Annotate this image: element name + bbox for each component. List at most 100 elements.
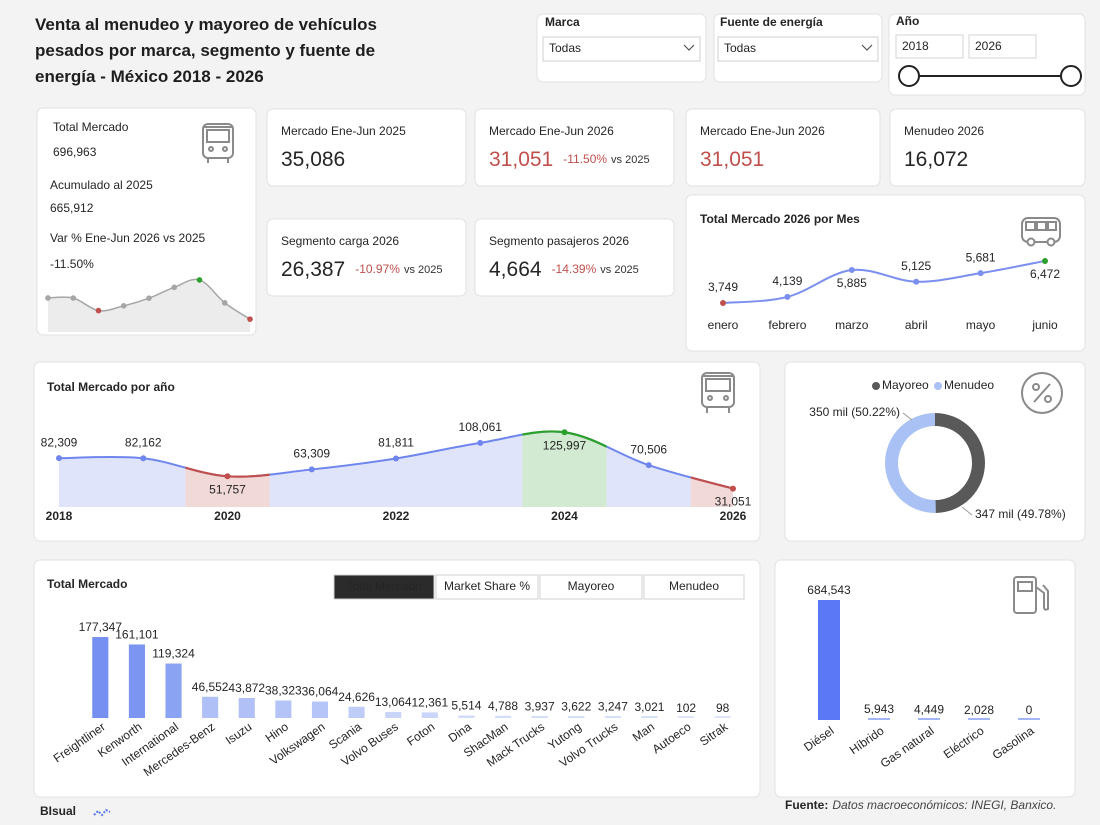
sparkline-point <box>120 303 127 309</box>
point <box>645 462 652 469</box>
data-label: 125,997 <box>543 438 587 452</box>
kpi-line: 4,664 -14.39% vs 2025 <box>489 258 639 281</box>
card <box>266 218 467 297</box>
legend-swatch <box>934 382 942 390</box>
data-label: 13,064 <box>375 695 412 709</box>
x-tick-label: 2018 <box>46 509 73 523</box>
data-label: 82,309 <box>41 435 78 449</box>
dropdown[interactable]: Todas <box>717 36 879 62</box>
tab-label[interactable]: Menudeo <box>669 579 719 593</box>
data-label: 43,872 <box>228 681 265 695</box>
bar <box>458 715 475 718</box>
kpi-value: 31,051 <box>700 148 764 171</box>
kpi-value: 4,664 <box>489 258 542 281</box>
dropdown[interactable]: Todas <box>542 36 701 62</box>
tab-label[interactable]: Total Mercado <box>346 579 422 593</box>
card <box>685 194 1086 352</box>
card <box>474 218 675 297</box>
sparkline-point <box>221 300 228 306</box>
kpi-value: 696,963 <box>53 145 97 159</box>
point <box>720 299 726 306</box>
point <box>913 278 920 285</box>
kpi-value: 26,387 <box>281 258 345 281</box>
card <box>774 559 1076 798</box>
sparkline-point <box>146 295 152 301</box>
line <box>722 259 1046 304</box>
card <box>889 108 1086 187</box>
slider-handle[interactable] <box>1060 65 1082 87</box>
data-label: 70,506 <box>630 442 667 456</box>
bus-icon <box>701 372 735 413</box>
bar <box>92 637 109 718</box>
kpi-sub-value: 665,912 <box>50 201 94 215</box>
data-label: 5,125 <box>901 259 931 273</box>
area-band <box>606 446 691 507</box>
tab[interactable] <box>333 574 435 600</box>
data-label: 36,064 <box>302 685 339 699</box>
data-label: 24,626 <box>338 690 375 704</box>
data-label: 63,309 <box>293 447 330 461</box>
point <box>393 455 399 462</box>
kpi-change: -11.50% <box>50 257 94 271</box>
point <box>308 466 315 473</box>
card <box>266 108 467 187</box>
dropdown-box[interactable] <box>717 36 879 62</box>
kpi-change-label: Var % Ene-Jun 2026 vs 2025 <box>50 231 206 245</box>
kpi-change: -14.39% <box>552 262 597 276</box>
data-label: 82,162 <box>125 435 162 449</box>
leader-line <box>961 506 973 516</box>
dropdown-box[interactable] <box>542 36 701 62</box>
point <box>1042 257 1048 264</box>
tab[interactable] <box>643 574 745 600</box>
dropdown-value: Todas <box>549 41 581 55</box>
bar <box>818 600 840 720</box>
x-tick-label: marzo <box>835 318 869 332</box>
leader-line <box>902 412 913 421</box>
slider-handle[interactable] <box>898 65 920 87</box>
year-input-value[interactable]: 2026 <box>975 39 1002 53</box>
point <box>140 455 147 462</box>
tab[interactable] <box>435 574 539 600</box>
point <box>224 473 231 480</box>
area-band <box>522 431 607 507</box>
kpi-value: 31,051 <box>489 148 553 171</box>
x-tick-label: 2020 <box>214 509 241 523</box>
content: Marca Todas Fuente de energía Todas Año 2018 2… <box>33 13 1086 818</box>
dropdown-value: Todas <box>724 41 756 55</box>
chevron <box>861 44 873 51</box>
year-input[interactable] <box>968 34 1037 59</box>
data-label: 119,324 <box>152 647 195 661</box>
year-input[interactable] <box>895 34 964 59</box>
data-label: 108,061 <box>459 420 503 434</box>
data-label: 684,543 <box>807 583 851 597</box>
icons <box>202 123 1063 614</box>
kpi-value: 35,086 <box>281 148 345 171</box>
data-label: 6,472 <box>1030 267 1060 281</box>
filter-label: Marca <box>545 15 580 29</box>
point <box>784 293 791 300</box>
data-label: 4,449 <box>914 702 944 716</box>
point <box>977 270 984 277</box>
filter-label: Fuente de energía <box>720 15 823 29</box>
chart-title: Total Mercado <box>47 577 127 591</box>
data-label: 5,681 <box>966 250 996 264</box>
year-input-value[interactable]: 2018 <box>902 39 929 53</box>
data-label: 81,811 <box>378 436 414 450</box>
tab[interactable] <box>539 574 643 600</box>
data-label: 5,885 <box>837 276 867 290</box>
area-band <box>690 477 733 507</box>
card <box>784 361 1086 542</box>
area-band <box>59 456 102 507</box>
tab-label[interactable]: Mayoreo <box>568 579 615 593</box>
x-tick-label: 2022 <box>383 509 410 523</box>
bar <box>275 700 292 718</box>
legend-swatch <box>872 382 880 390</box>
point <box>56 455 62 462</box>
data-label: 102 <box>676 701 696 715</box>
tab-label[interactable]: Market Share % <box>444 579 530 593</box>
bar <box>238 697 255 718</box>
sparkline-area <box>48 279 250 332</box>
logo-mark <box>93 808 111 817</box>
area-band <box>101 456 186 507</box>
